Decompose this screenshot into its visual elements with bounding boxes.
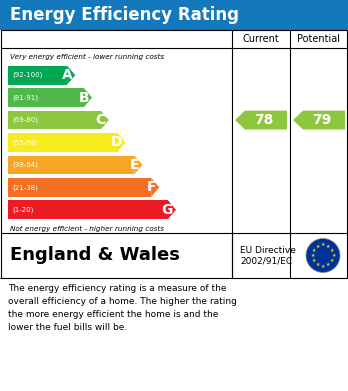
Text: ★: ★	[326, 262, 331, 267]
Bar	[8, 66, 67, 84]
Text: (39-54): (39-54)	[12, 162, 38, 168]
Bar	[0, 0, 348, 30]
Text: D: D	[111, 136, 122, 149]
Text: G: G	[161, 203, 173, 217]
Text: F: F	[147, 180, 156, 194]
Polygon shape	[151, 178, 159, 197]
Text: 79: 79	[313, 113, 332, 127]
Text: Not energy efficient - higher running costs: Not energy efficient - higher running co…	[10, 226, 164, 232]
Polygon shape	[67, 66, 75, 84]
Text: ★: ★	[330, 248, 334, 253]
Text: (1-20): (1-20)	[12, 206, 33, 213]
Bar	[8, 133, 118, 152]
Text: Energy Efficiency Rating: Energy Efficiency Rating	[10, 6, 239, 24]
Text: A: A	[62, 68, 72, 82]
Text: ★: ★	[316, 262, 320, 267]
Text: ★: ★	[326, 244, 331, 249]
Bar	[8, 200, 168, 219]
Text: E: E	[130, 158, 140, 172]
Text: The energy efficiency rating is a measure of the
overall efficiency of a home. T: The energy efficiency rating is a measur…	[8, 284, 237, 332]
Polygon shape	[101, 111, 109, 129]
Text: Very energy efficient - lower running costs: Very energy efficient - lower running co…	[10, 54, 164, 60]
Text: ★: ★	[321, 242, 325, 248]
Bar	[8, 88, 84, 107]
Text: (21-38): (21-38)	[12, 184, 38, 190]
Text: Potential: Potential	[298, 34, 340, 44]
Text: B: B	[78, 91, 89, 105]
Polygon shape	[168, 200, 176, 219]
Bar	[8, 178, 151, 197]
Polygon shape	[235, 111, 287, 129]
Circle shape	[306, 239, 340, 273]
Text: England & Wales: England & Wales	[10, 246, 180, 264]
Text: ★: ★	[310, 253, 315, 258]
Text: ★: ★	[330, 258, 334, 263]
Text: 78: 78	[254, 113, 274, 127]
Bar	[1, 30, 347, 278]
Bar	[8, 111, 101, 129]
Polygon shape	[118, 133, 126, 152]
Text: (69-80): (69-80)	[12, 117, 38, 123]
Text: (81-91): (81-91)	[12, 94, 38, 101]
Text: (55-68): (55-68)	[12, 139, 38, 146]
Text: ★: ★	[316, 244, 320, 249]
Polygon shape	[84, 88, 92, 107]
Text: (92-100): (92-100)	[12, 72, 42, 79]
Text: ★: ★	[321, 264, 325, 269]
Text: ★: ★	[312, 258, 316, 263]
Polygon shape	[134, 156, 142, 174]
Text: EU Directive
2002/91/EC: EU Directive 2002/91/EC	[240, 246, 296, 265]
Polygon shape	[293, 111, 345, 129]
Text: ★: ★	[312, 248, 316, 253]
Text: Current: Current	[243, 34, 279, 44]
Text: ★: ★	[331, 253, 336, 258]
Text: C: C	[96, 113, 106, 127]
Bar	[8, 156, 134, 174]
